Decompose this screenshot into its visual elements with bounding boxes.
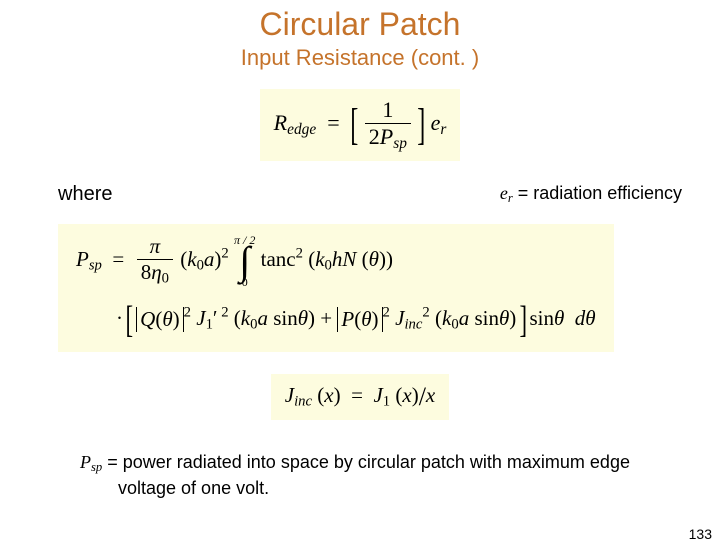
- eq2-Jinc-a: k: [442, 306, 451, 330]
- equation-2: Psp = π 8η0 (k0a)2 π / 2 ∫ 0 tanc2 (k0hN…: [58, 224, 614, 352]
- psp-eq: =: [102, 452, 123, 472]
- eq2-den-lead: 8: [141, 260, 152, 284]
- left-bracket-icon: [: [350, 103, 358, 147]
- equation-1-container: Redge = [ 1 2Psp ] er: [0, 89, 720, 161]
- eq2-J1p: J: [196, 306, 205, 330]
- eq2-P-theta: θ: [361, 307, 371, 331]
- big-lbracket-icon: [: [126, 298, 134, 342]
- eq3-rnum-sym: J: [373, 383, 382, 407]
- psp-definition: Psp = power radiated into space by circu…: [38, 450, 720, 500]
- eq2-lead-den: 8η0: [137, 259, 173, 288]
- eq2-den-sym: η: [151, 260, 161, 284]
- eq1-den-sub: sp: [393, 135, 407, 152]
- right-bracket-icon: ]: [418, 103, 426, 147]
- eq2-J1p-b: a: [257, 306, 268, 330]
- eq1-den-lead: 2: [369, 124, 380, 149]
- eq2-tanc-exp: 2: [296, 246, 303, 262]
- eq2-Q: Q: [140, 307, 155, 331]
- er-eq: =: [513, 183, 534, 203]
- page-number: 133: [689, 526, 712, 540]
- psp-sym: P: [80, 452, 91, 472]
- equation-2-container: Psp = π 8η0 (k0a)2 π / 2 ∫ 0 tanc2 (k0hN…: [0, 224, 720, 352]
- abs-q: Q(θ): [136, 307, 184, 332]
- er-text: radiation efficiency: [533, 183, 682, 203]
- eq2-trail-sin: sin: [529, 306, 554, 330]
- eq2-J1p-a: k: [241, 306, 250, 330]
- eq2-p1a: k: [187, 247, 196, 271]
- eq1-trail-sub: r: [440, 121, 446, 138]
- equation-3: Jinc (x) = J1 (x)/x: [271, 374, 450, 420]
- eq2-tanc: tanc: [261, 247, 296, 271]
- eq1-den-sym: P: [380, 124, 393, 149]
- eq2-lhs-sym: P: [76, 247, 89, 271]
- eq2-Q-theta: θ: [162, 307, 172, 331]
- eq3-lhs-sym: J: [285, 383, 294, 407]
- eq2-trail-sin-th: θ: [554, 306, 564, 330]
- eq2-lhs-sub: sp: [89, 257, 102, 273]
- where-row: where er = radiation efficiency: [0, 183, 720, 206]
- eq2-J1p-sub: 1: [206, 316, 213, 332]
- eq2-p1b: a: [204, 247, 215, 271]
- abs-p: P(θ): [337, 307, 382, 332]
- slide-title: Circular Patch: [0, 6, 720, 43]
- eq3-rnum-sub: 1: [383, 394, 390, 410]
- eq2-tanc-b: hN: [332, 247, 357, 271]
- eq2-tanc-a: k: [315, 247, 324, 271]
- eq2-Jinc-a-sub: 0: [451, 316, 458, 332]
- eq2-line2: · [ Q(θ)2 J1′ 2 (k0a sinθ) + P(θ)2 Jinc2…: [76, 298, 596, 342]
- equation-3-container: Jinc (x) = J1 (x)/x: [0, 374, 720, 420]
- eq2-sin2: sin: [474, 306, 499, 330]
- psp-sub: sp: [91, 460, 102, 474]
- eq2-tanc-a-sub: 0: [325, 257, 332, 273]
- eq2-exp1: 2: [221, 246, 228, 262]
- slide-subtitle: Input Resistance (cont. ): [0, 45, 720, 71]
- eq1-lhs-symbol: R: [274, 110, 287, 135]
- eq3-rnum-arg: x: [402, 383, 411, 407]
- eq2-Jinc-b: a: [459, 306, 470, 330]
- eq2-d: d: [575, 306, 586, 330]
- eq2-lead-num: π: [137, 234, 173, 259]
- eq2-sin1-th: θ: [298, 306, 308, 330]
- eq2-den-sub: 0: [162, 271, 169, 287]
- eq2-sin1: sin: [273, 306, 298, 330]
- eq2-Jinc-sub: inc: [404, 316, 422, 332]
- er-definition: er = radiation efficiency: [500, 183, 682, 206]
- big-rbracket-icon: ]: [519, 298, 527, 342]
- eq3-rden: x: [426, 383, 435, 407]
- eq1-fraction: 1 2Psp: [365, 97, 411, 153]
- eq2-Jinc-exp: 2: [422, 305, 429, 321]
- eq2-tanc-c: θ: [369, 247, 379, 271]
- eq2-sin2-th: θ: [499, 306, 509, 330]
- eq1-lhs-sub: edge: [287, 121, 316, 138]
- eq2-p1a-sub: 0: [197, 257, 204, 273]
- where-label: where: [58, 183, 112, 206]
- eq1-frac-den: 2Psp: [365, 123, 411, 153]
- eq2-lead-frac: π 8η0: [137, 234, 173, 288]
- integral-icon: π / 2 ∫ 0: [234, 234, 255, 288]
- eq3-lhs-sub: inc: [294, 394, 312, 410]
- eq2-J1p-exp: 2: [221, 305, 228, 321]
- eq2-P: P: [341, 307, 354, 331]
- eq1-trail-sym: e: [431, 110, 441, 135]
- eq1-frac-num: 1: [365, 97, 411, 123]
- eq2-line1: Psp = π 8η0 (k0a)2 π / 2 ∫ 0 tanc2 (k0hN…: [76, 234, 596, 288]
- eq2-dtheta: θ: [585, 306, 595, 330]
- int-symbol: ∫: [234, 244, 255, 278]
- int-lower: 0: [234, 276, 255, 288]
- er-sym: e: [500, 183, 508, 203]
- psp-text: power radiated into space by circular pa…: [118, 452, 630, 498]
- eq3-lhs-arg: x: [324, 383, 333, 407]
- equation-1: Redge = [ 1 2Psp ] er: [260, 89, 461, 161]
